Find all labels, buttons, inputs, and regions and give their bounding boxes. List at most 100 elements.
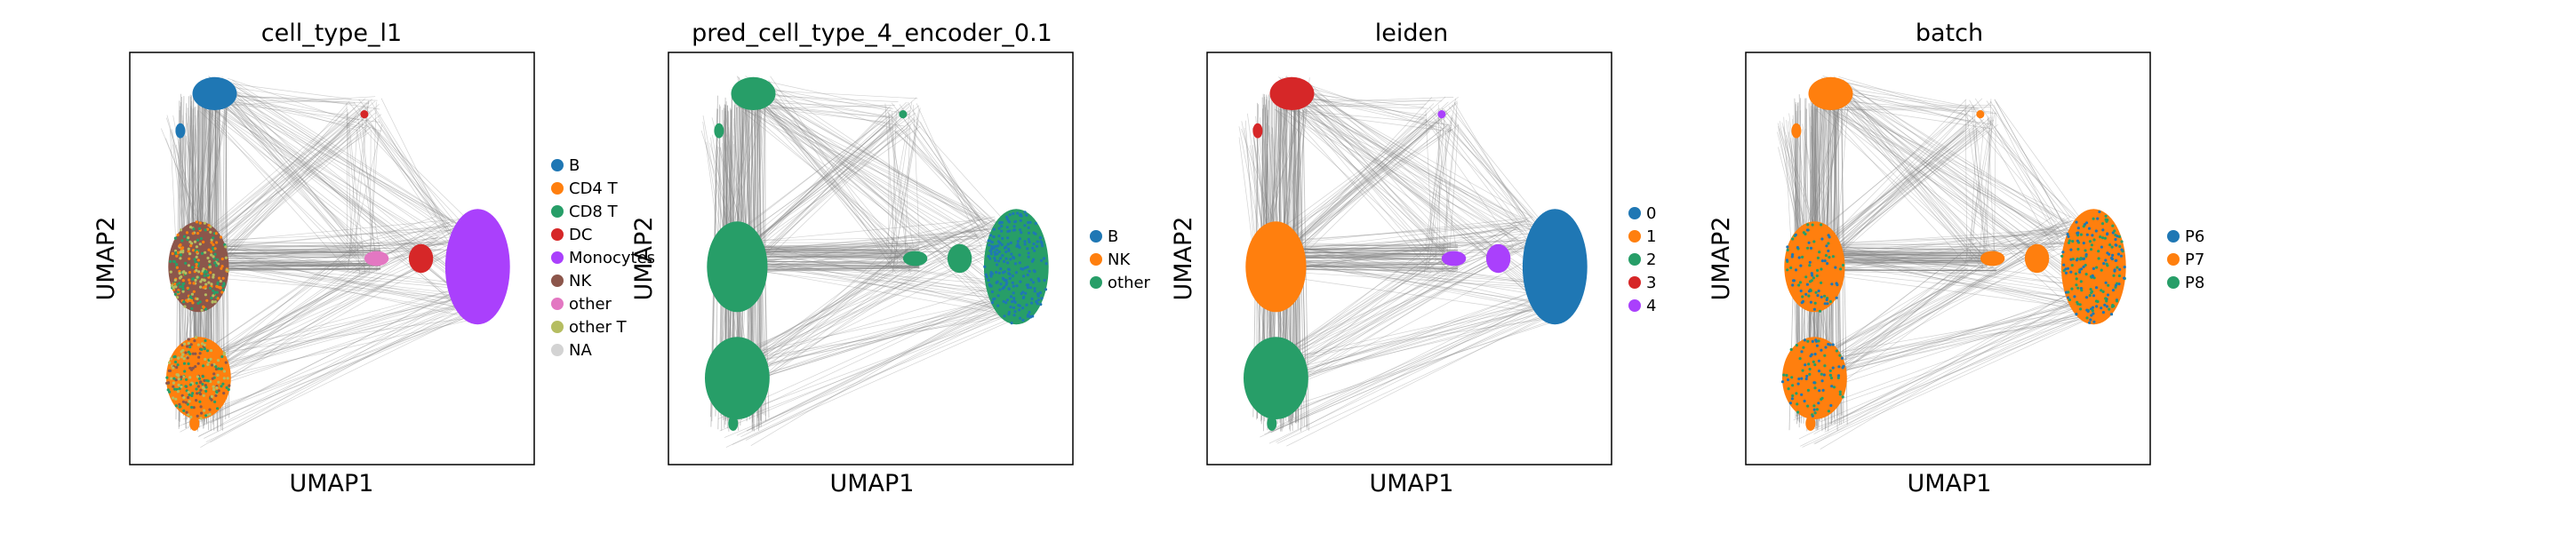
cluster-p6-point [2113,268,2116,272]
graph-edge [203,100,472,314]
legend-marker [1628,230,1641,243]
cluster-p6-point [2069,248,2073,251]
graph-edge [731,116,897,254]
cluster-cd8-t-point [219,286,222,290]
cluster-b-point [1023,266,1027,270]
graph-edge [1818,259,1997,262]
cluster-cd8-t-point [198,243,202,246]
panel-title: leiden [1375,20,1448,47]
cluster-cd8-t-point [213,247,217,251]
graph-edge [1286,217,1532,245]
cluster-cd8-t-point [199,280,203,283]
cluster-cd8-t-point [210,296,213,300]
cluster-b-point [1029,315,1033,319]
graph-edge [1836,93,2080,316]
graph-edge [1823,267,1967,391]
graph-edge [1813,290,2081,389]
cluster-b-point [1006,261,1010,265]
graph-edge [1821,102,1967,248]
graph-edge [756,83,1006,314]
cluster-cd8-t-point [180,385,183,388]
graph-edge [1289,107,1449,257]
graph-edge [1279,76,1445,253]
cluster-b-point [997,235,1001,238]
graph-edge [199,251,460,302]
panel-pred-cell-type: pred_cell_type_4_encoder_0.1 UMAP1 UMAP2… [630,20,1151,497]
cluster-b-point [989,273,993,276]
cluster-cd8-t-point [192,282,196,285]
graph-edge [904,123,911,264]
graph-edge [1429,107,1539,248]
graph-edge [1805,119,1993,251]
cluster-b-point [1012,225,1016,228]
cluster-other [705,337,770,419]
cluster-p6-point [2092,217,2095,220]
cluster-cd8-t-point [203,347,206,351]
graph-edge [750,232,995,264]
graph-edge [1818,99,1967,251]
cluster-cd8-t-point [212,236,215,240]
cluster-b-point [1027,220,1030,225]
cluster-b-point [1012,306,1016,310]
cluster-p6-point [2105,299,2108,303]
graph-edge [1820,101,1992,251]
cluster-cd8-t-point [180,247,183,251]
graph-edge [1271,100,1458,274]
cluster-b-point [1018,308,1021,312]
cluster-p8-point [1785,259,1789,262]
cluster-p8-point [1808,260,1812,264]
cluster-p6-point [2075,259,2078,262]
graph-edge [1441,113,1458,274]
cluster-p6-point [2074,272,2077,275]
graph-edge [1835,81,1985,269]
graph-edge [202,251,381,256]
graph-edge [1819,118,1985,264]
cluster-b-point [1002,299,1005,304]
graph-edge [208,76,356,246]
cluster-cd8-t-point [178,282,181,285]
graph-edge [1279,253,1459,259]
graph-edge [1827,312,2102,368]
graph-edge [1288,271,1571,290]
cluster-4 [1441,251,1467,266]
cluster-cd8-t-point [195,268,198,272]
cluster-b-point [990,241,994,244]
graph-edge [1816,123,1998,265]
graph-edge [753,126,893,267]
graph-edge [720,294,1030,391]
graph-edge [731,101,908,264]
legend-label: 0 [1646,204,1656,223]
graph-edge [1815,128,1969,251]
legend-label: 4 [1646,297,1656,315]
cluster-b-point [1006,236,1010,240]
cluster-p6-point [2094,229,2098,233]
graph-edge [726,260,1011,286]
cluster-cd8-t-point [189,244,193,248]
cluster-p6-point [2070,264,2074,267]
cluster-b-point [1004,301,1008,305]
graph-edge [1838,94,2097,289]
cluster-b-point [1000,225,1004,228]
cluster-cd8-t-point [219,235,222,239]
graph-edge [1820,92,1984,256]
graph-edge [767,90,918,99]
graph-edge [371,101,377,245]
panel-title: batch [1916,20,1983,47]
cluster-b-point [999,282,1003,286]
cluster-p6-point [2062,263,2066,266]
graph-edge [755,78,893,110]
graph-edge [892,111,898,264]
cluster-p6-point [2091,306,2095,309]
legend-label: P7 [2185,251,2204,269]
cluster-p6-point [2114,243,2117,247]
graph-edge [202,260,381,262]
legend-marker [551,274,564,287]
graph-edge [1277,108,1439,259]
graph-edge [1812,314,2098,430]
cluster-b-point [1023,224,1027,227]
graph-edge [757,94,892,266]
cluster-cd8-t-point [208,408,212,411]
graph-edge [745,76,1028,314]
graph-edge [1290,300,1563,373]
cluster-cd8-t-point [181,290,185,293]
